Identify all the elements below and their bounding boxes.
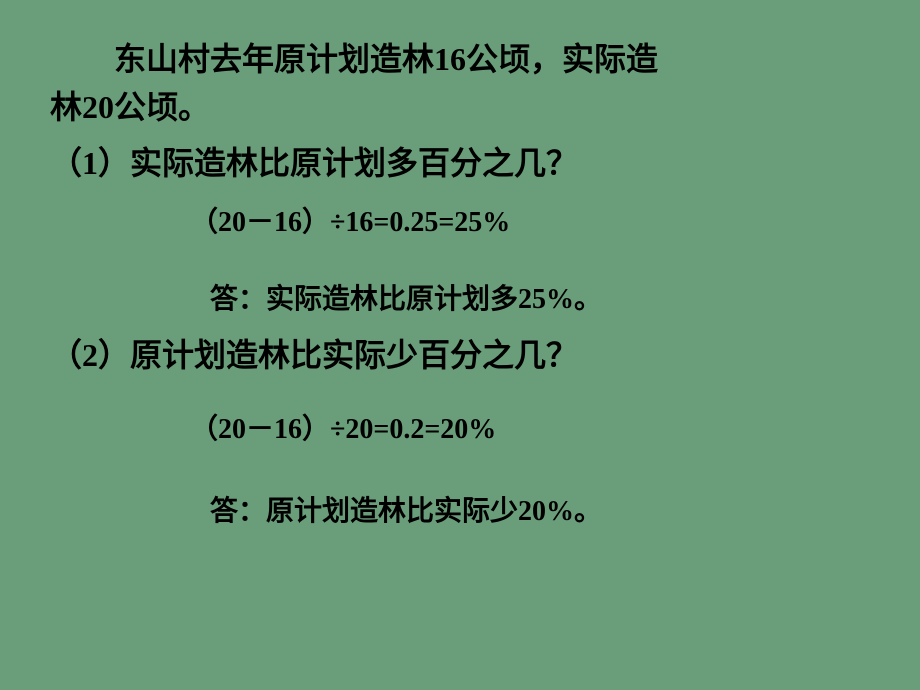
answer-1: 答：实际造林比原计划多25%。 <box>210 279 870 321</box>
question-1: （1）实际造林比原计划多百分之几？ <box>50 139 870 187</box>
question-2: （2）原计划造林比实际少百分之几？ <box>50 331 870 379</box>
intro-line-2: 林20公顷。 <box>50 83 870 131</box>
answer-2: 答：原计划造林比实际少20%。 <box>210 491 870 533</box>
intro-line-1: 东山村去年原计划造林16公顷，实际造 <box>50 35 870 83</box>
calculation-1: （20－16）÷16=0.25=25% <box>190 202 870 244</box>
problem-statement: 东山村去年原计划造林16公顷，实际造 林20公顷。 <box>50 35 870 131</box>
calculation-2: （20－16）÷20=0.2=20% <box>190 409 870 451</box>
